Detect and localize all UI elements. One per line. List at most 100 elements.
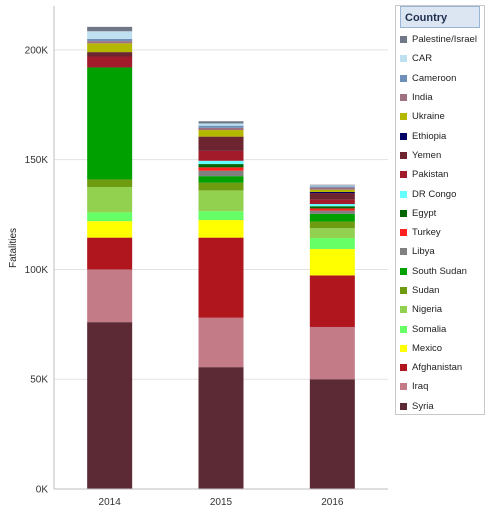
bar-segment-sudan-2014 [87,179,133,188]
bar-segment-palestine-israel-2016 [309,184,355,186]
legend-swatch [400,94,407,102]
bars [87,26,355,489]
legend-item: Egypt [396,204,484,223]
bar-segment-ukraine-2015 [198,130,244,137]
axes [53,6,388,490]
legend-item: Cameroon [396,69,484,88]
bar-segment-south-sudan-2014 [87,67,133,180]
bar-segment-iraq-2014 [87,269,133,323]
legend-items: Palestine/Israel CAR Cameroon India Ukraine E… [396,28,484,416]
x-tick-label: 2014 [99,497,122,508]
bar-segment-dr-congo-2015 [198,160,244,165]
bar-segment-iraq-2016 [309,326,355,380]
bar-segment-mexico-2016 [309,249,355,276]
legend-swatch [400,287,407,294]
bar-segment-pakistan-2014 [87,56,133,68]
bar-segment-afghanistan-2016 [309,275,355,327]
x-tick-label: 2016 [321,497,344,508]
legend-label: Afghanistan [412,362,463,374]
bar-segment-nigeria-2015 [198,190,244,212]
legend-label: Ethiopia [412,130,447,142]
y-tick-label: 50K [30,375,48,386]
legend-label: Syria [412,400,434,412]
legend-item: CAR [396,49,484,68]
legend-label: Iraq [412,381,429,393]
legend-item: Afghanistan [396,358,484,377]
bar-segment-somalia-2016 [309,238,355,250]
bar-segment-india-2015 [198,127,244,131]
legend-swatch [400,55,407,63]
legend-label: Libya [412,246,435,258]
bar-segment-iraq-2015 [198,317,244,368]
legend-item: Palestine/Israel [396,30,484,49]
legend-swatch [400,267,407,275]
legend-swatch [400,248,407,256]
legend-swatch [400,402,407,410]
legend-label: CAR [412,53,433,65]
legend-item: Turkey [396,223,484,242]
x-tick-label: 2015 [210,497,233,508]
bar-segment-car-2015 [198,123,244,126]
legend-item: DR Congo [396,184,484,203]
bar-segment-syria-2016 [309,379,355,489]
legend-label: India [412,92,433,104]
bar-segment-yemen-2016 [309,193,355,200]
legend-label: Mexico [412,342,443,354]
legend-item: Nigeria [396,300,484,319]
bar-segment-libya-2016 [309,210,355,214]
legend-swatch [400,113,407,121]
bar-segment-cameroon-2015 [198,125,244,128]
legend-label: Ukraine [412,111,445,123]
y-tick-label: 100K [25,265,49,276]
legend-swatch [400,229,407,237]
bar-segment-yemen-2014 [87,52,133,57]
legend-label: Nigeria [412,304,443,316]
bar-segment-india-2014 [87,41,133,44]
bar-segment-nigeria-2016 [309,228,355,239]
legend-item: South Sudan [396,262,484,281]
legend-label: Egypt [412,207,437,219]
legend-label: Pakistan [412,169,449,181]
legend-label: South Sudan [412,265,467,277]
legend-item: Syria [396,397,484,416]
bar-segment-car-2016 [309,185,355,187]
bar-segment-mexico-2014 [87,221,133,238]
legend-swatch [400,36,407,44]
bar-segment-pakistan-2015 [198,150,244,161]
x-tick-labels: 2014 2015 2016 [99,497,344,508]
bar-segment-syria-2014 [87,322,133,489]
bar-segment-palestine-israel-2015 [198,121,244,124]
y-tick-label: 0K [36,485,49,496]
y-tick-label: 200K [25,45,49,56]
legend-swatch [400,171,407,179]
bar-segment-ukraine-2014 [87,43,133,53]
legend-swatch [400,344,407,352]
legend-label: Yemen [412,149,442,161]
bar-segment-mexico-2015 [198,220,244,238]
legend-swatch [400,383,407,391]
bar-segment-turkey-2015 [198,167,244,171]
legend-item: Ethiopia [396,126,484,145]
legend-label: Cameroon [412,72,457,84]
y-axis-label: Fatalities [8,228,19,268]
legend-swatch [400,151,407,159]
bar-segment-car-2014 [87,31,133,39]
bar-segment-egypt-2016 [309,206,355,209]
bar-segment-syria-2015 [198,367,244,489]
legend-title: Country [400,6,480,28]
bar-segment-sudan-2016 [309,221,355,229]
legend-swatch [400,74,407,82]
legend-swatch [400,325,407,333]
bar-segment-ethiopia-2016 [309,191,355,194]
bar-segment-nigeria-2014 [87,187,133,213]
legend-swatch [400,364,407,372]
bar-segment-afghanistan-2014 [87,237,133,270]
y-tick-labels: 0K 50K 100K 150K 200K [25,45,49,495]
bar-segment-pakistan-2016 [309,199,355,205]
bar-segment-cameroon-2014 [87,38,133,42]
bar-segment-ukraine-2016 [309,189,355,192]
legend-swatch [400,190,407,198]
bar-segment-south-sudan-2016 [309,213,355,222]
y-tick-label: 150K [25,155,49,166]
bar-segment-somalia-2015 [198,211,244,221]
